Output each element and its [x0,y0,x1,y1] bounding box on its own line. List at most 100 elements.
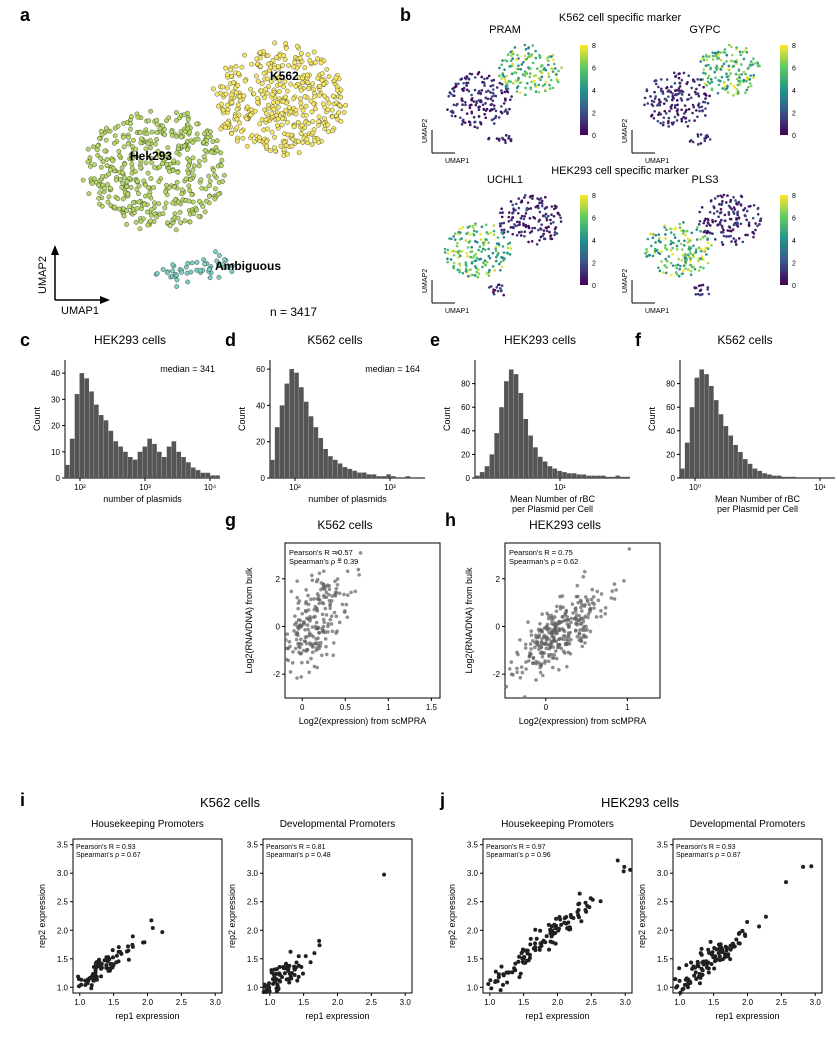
svg-text:10¹: 10¹ [554,483,566,492]
svg-text:2: 2 [496,575,501,584]
svg-text:3.0: 3.0 [620,998,632,1007]
svg-text:3.0: 3.0 [657,869,669,878]
svg-text:Pearson's R = 0.97: Pearson's R = 0.97 [486,844,546,851]
svg-text:2.5: 2.5 [247,898,259,907]
panel-label-i: i [20,790,25,811]
scatter-i2: 1.01.52.02.53.01.01.52.02.53.03.5rep2 ex… [225,815,420,1025]
svg-text:20: 20 [51,422,60,431]
svg-text:Log2(RNA/DNA) from bulk: Log2(RNA/DNA) from bulk [464,567,474,674]
scatter-g: 00.511.5-202Log2(RNA/DNA) from bulkLog2(… [240,533,450,733]
svg-text:40: 40 [461,427,470,436]
svg-text:Housekeeping Promoters: Housekeeping Promoters [501,819,614,830]
svg-text:1: 1 [625,703,630,712]
svg-text:Count: Count [647,407,657,432]
svg-text:UCHL1: UCHL1 [487,174,523,186]
svg-text:Ambiguous: Ambiguous [215,259,281,273]
svg-text:10¹: 10¹ [814,483,826,492]
svg-text:1.0: 1.0 [57,983,69,992]
svg-text:80: 80 [666,380,675,389]
svg-text:4: 4 [592,88,596,95]
svg-text:Housekeeping Promoters: Housekeeping Promoters [91,819,204,830]
svg-text:3.0: 3.0 [400,998,412,1007]
panel-label-j: j [440,790,445,811]
svg-text:60: 60 [461,403,470,412]
svg-text:median = 341: median = 341 [160,364,215,374]
svg-text:2.0: 2.0 [57,926,69,935]
svg-text:1.5: 1.5 [657,955,669,964]
svg-text:0: 0 [56,474,61,483]
svg-text:10³: 10³ [384,483,396,492]
scatter-h: 01-202Log2(RNA/DNA) from bulkLog2(expres… [460,533,670,733]
svg-text:2.0: 2.0 [742,998,754,1007]
svg-text:3.5: 3.5 [657,841,669,850]
svg-text:6: 6 [792,216,796,223]
svg-text:rep2 expression: rep2 expression [637,884,647,948]
svg-text:UMAP2: UMAP2 [37,256,49,294]
svg-text:2.5: 2.5 [366,998,378,1007]
svg-text:1.5: 1.5 [708,998,720,1007]
title-g: K562 cells [260,518,430,532]
svg-text:Log2(expression) from scMPRA: Log2(expression) from scMPRA [299,716,427,726]
svg-text:2: 2 [276,575,281,584]
figure-page: { "labels": { "a":"a","b":"b","c":"c","d… [0,0,837,1050]
header-i: K562 cells [120,795,340,810]
svg-text:PLS3: PLS3 [692,174,719,186]
svg-text:40: 40 [256,401,265,410]
svg-text:UMAP2: UMAP2 [622,119,629,143]
svg-text:80: 80 [461,380,470,389]
hist-f: 02040608010⁰10¹CountMean Number of rBCpe… [645,348,837,518]
svg-text:10⁴: 10⁴ [204,483,217,492]
svg-text:1.5: 1.5 [57,955,69,964]
svg-text:2.0: 2.0 [552,998,564,1007]
svg-text:4: 4 [792,238,796,245]
svg-text:-2: -2 [493,670,501,679]
svg-text:0: 0 [300,703,305,712]
svg-text:0: 0 [466,474,471,483]
svg-text:6: 6 [792,66,796,73]
svg-text:4: 4 [592,238,596,245]
svg-text:4: 4 [792,88,796,95]
svg-text:Count: Count [442,407,452,432]
svg-text:rep1 expression: rep1 expression [525,1011,589,1021]
svg-text:8: 8 [792,193,796,200]
svg-text:8: 8 [592,193,596,200]
svg-text:1.0: 1.0 [74,998,86,1007]
svg-text:Spearman's ρ = 0.39: Spearman's ρ = 0.39 [289,557,358,566]
svg-text:1.5: 1.5 [298,998,310,1007]
svg-text:Spearman's ρ = 0.67: Spearman's ρ = 0.67 [76,852,141,859]
svg-text:0: 0 [792,133,796,140]
svg-text:3.0: 3.0 [57,869,69,878]
svg-text:2.0: 2.0 [247,926,259,935]
svg-text:60: 60 [256,365,265,374]
svg-text:1.5: 1.5 [467,955,479,964]
svg-text:2.5: 2.5 [57,898,69,907]
svg-text:Spearman's ρ = 0.62: Spearman's ρ = 0.62 [509,557,578,566]
svg-text:Count: Count [32,407,42,432]
svg-text:UMAP1: UMAP1 [445,158,469,165]
svg-text:1.5: 1.5 [247,955,259,964]
svg-text:Pearson's R = 0.93: Pearson's R = 0.93 [76,844,136,851]
title-c: HEK293 cells [55,333,205,347]
svg-text:1.5: 1.5 [108,998,120,1007]
svg-text:UMAP2: UMAP2 [422,119,429,143]
svg-text:Mean Number of rBC: Mean Number of rBC [715,494,801,504]
panel-label-c: c [20,330,30,351]
svg-text:-2: -2 [273,670,281,679]
svg-text:UMAP2: UMAP2 [622,269,629,293]
umap-markers: PRAMUMAP1UMAP202468GYPCUMAP1UMAP202468UC… [410,20,830,320]
svg-text:0: 0 [792,283,796,290]
svg-text:60: 60 [666,403,675,412]
svg-text:0: 0 [276,622,281,631]
svg-text:1.0: 1.0 [657,983,669,992]
svg-text:8: 8 [592,43,596,50]
svg-text:10: 10 [51,448,60,457]
svg-text:GYPC: GYPC [689,24,720,36]
svg-text:median = 164: median = 164 [365,364,420,374]
panel-label-a: a [20,5,30,26]
svg-text:1.5: 1.5 [426,703,438,712]
svg-text:Hek293: Hek293 [130,149,172,163]
svg-text:0: 0 [671,474,676,483]
svg-text:rep2 expression: rep2 expression [37,884,47,948]
svg-text:Pearson's R = 0.93: Pearson's R = 0.93 [676,844,736,851]
svg-text:rep1 expression: rep1 expression [305,1011,369,1021]
